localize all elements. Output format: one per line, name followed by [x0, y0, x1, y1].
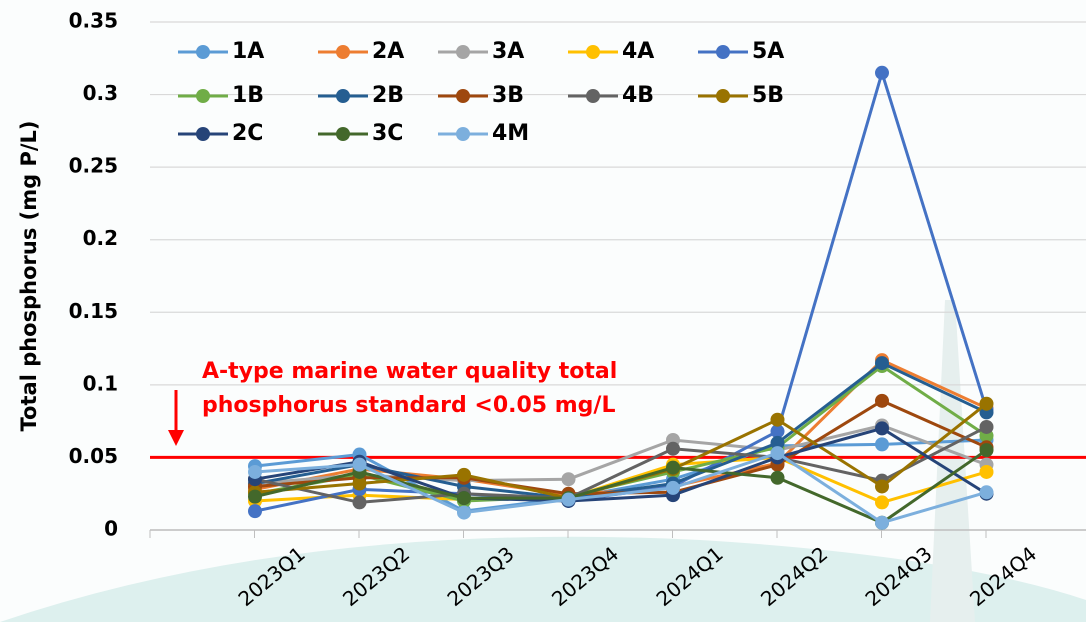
point: [666, 481, 680, 495]
y-tick-label: 0.1: [83, 371, 118, 395]
background: [0, 0, 1086, 622]
legend-label: 2A: [372, 39, 404, 64]
point: [980, 485, 994, 499]
point: [980, 443, 994, 457]
y-tick-label: 0: [104, 517, 118, 541]
legend-marker: [336, 45, 350, 59]
legend-marker: [196, 45, 210, 59]
point: [771, 413, 785, 427]
point: [457, 506, 471, 520]
point: [875, 479, 889, 493]
point: [771, 471, 785, 485]
point: [666, 442, 680, 456]
point: [875, 394, 889, 408]
point: [562, 472, 576, 486]
point: [980, 397, 994, 411]
legend-marker: [586, 45, 600, 59]
legend-label: 2B: [372, 83, 404, 108]
legend-label: 4M: [492, 121, 529, 146]
legend-marker: [196, 89, 210, 103]
legend-marker: [196, 127, 210, 141]
legend-label: 5B: [752, 83, 784, 108]
legend-label: 1B: [232, 83, 264, 108]
point: [875, 356, 889, 370]
point: [248, 490, 262, 504]
legend-label: 3B: [492, 83, 524, 108]
y-tick-label: 0.05: [69, 444, 118, 468]
legend-marker: [336, 127, 350, 141]
legend-label: 3A: [492, 39, 524, 64]
point: [353, 495, 367, 509]
legend-label: 5A: [752, 39, 784, 64]
legend-marker: [586, 89, 600, 103]
point: [771, 446, 785, 460]
point: [875, 495, 889, 509]
y-tick-label: 0.2: [83, 226, 118, 250]
chart: Total phosphorus (mg P/L) 0 0.05 0.1 0.15 0.…: [0, 0, 1086, 622]
point: [248, 504, 262, 518]
y-tick-label: 0.15: [69, 299, 118, 323]
annotation: A-type marine water quality total: [202, 359, 617, 384]
legend-label: 4B: [622, 83, 654, 108]
legend-marker: [456, 127, 470, 141]
point: [457, 468, 471, 482]
point: [562, 493, 576, 507]
point: [457, 491, 471, 505]
point: [980, 465, 994, 479]
point: [980, 420, 994, 434]
legend-marker: [456, 45, 470, 59]
annotation: phosphorus standard <0.05 mg/L: [202, 393, 615, 418]
y-tick-label: 0.35: [69, 9, 118, 33]
legend-label: 2C: [232, 121, 263, 146]
point: [875, 437, 889, 451]
y-tick-label: 0.3: [83, 81, 118, 105]
point: [875, 421, 889, 435]
legend-marker: [456, 89, 470, 103]
legend-marker: [716, 45, 730, 59]
point: [248, 465, 262, 479]
point: [875, 66, 889, 80]
legend-label: 4A: [622, 39, 654, 64]
point: [875, 516, 889, 530]
y-tick-label: 0.25: [69, 154, 118, 178]
legend-label: 3C: [372, 121, 403, 146]
point: [353, 458, 367, 472]
legend-label: 1A: [232, 39, 264, 64]
legend-marker: [716, 89, 730, 103]
point: [666, 461, 680, 475]
legend-marker: [336, 89, 350, 103]
y-axis-label: Total phosphorus (mg P/L): [17, 121, 41, 432]
